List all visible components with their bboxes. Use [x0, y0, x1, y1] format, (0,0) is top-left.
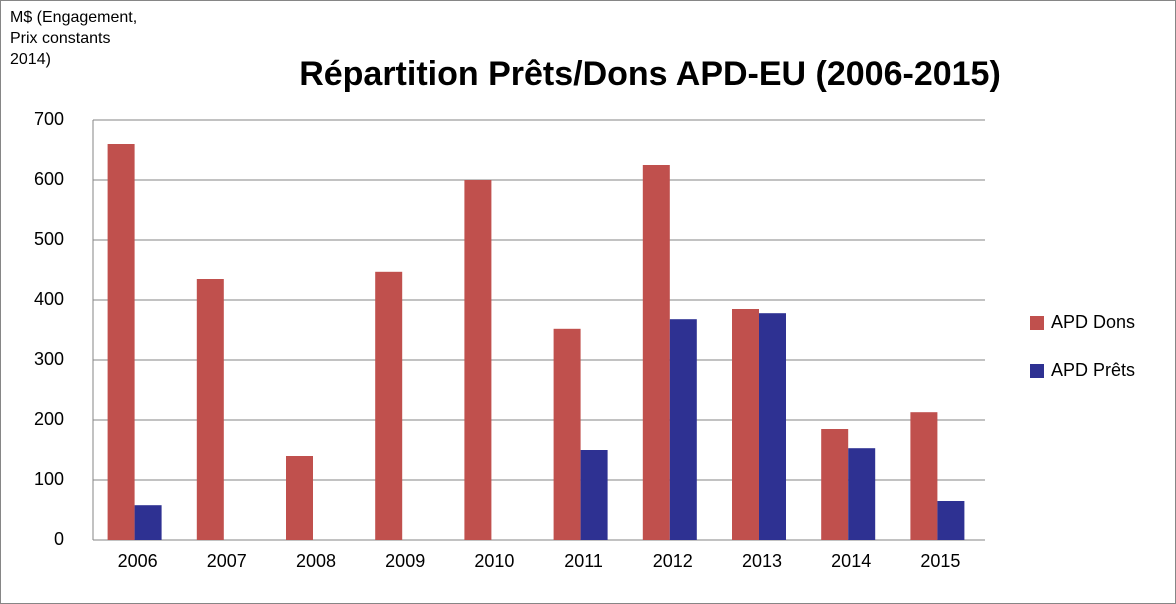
x-tick-label: 2013: [742, 551, 782, 571]
y-axis-label: M$ (Engagement,: [10, 9, 137, 26]
bar: [732, 309, 759, 540]
x-tick-label: 2006: [118, 551, 158, 571]
x-tick-label: 2015: [920, 551, 960, 571]
bar: [286, 456, 313, 540]
bar: [553, 328, 581, 540]
legend-label: APD Dons: [1051, 312, 1135, 332]
y-tick-label: 200: [34, 409, 64, 429]
y-tick-label: 100: [34, 469, 64, 489]
x-tick-label: 2008: [296, 551, 336, 571]
y-tick-label: 400: [34, 289, 64, 309]
bar: [196, 279, 224, 540]
x-tick-label: 2007: [207, 551, 247, 571]
y-axis-label: Prix constants: [10, 30, 110, 47]
x-tick-label: 2012: [653, 551, 693, 571]
legend-swatch: [1030, 364, 1044, 378]
x-tick-label: 2010: [474, 551, 514, 571]
bar: [642, 165, 670, 540]
y-tick-label: 700: [34, 109, 64, 129]
bar: [375, 271, 403, 540]
y-tick-label: 600: [34, 169, 64, 189]
x-tick-label: 2009: [385, 551, 425, 571]
x-tick-label: 2011: [564, 551, 603, 571]
chart-title: Répartition Prêts/Dons APD-EU (2006-2015…: [299, 55, 1001, 93]
bar: [848, 448, 876, 540]
bar: [937, 501, 965, 540]
y-tick-label: 500: [34, 229, 64, 249]
y-tick-label: 300: [34, 349, 64, 369]
bar: [464, 180, 492, 540]
bar: [107, 144, 135, 540]
legend-swatch: [1030, 316, 1044, 330]
legend-label: APD Prêts: [1051, 360, 1135, 380]
bar: [821, 429, 849, 540]
y-tick-label: 0: [54, 529, 64, 549]
bar: [580, 450, 608, 540]
bar: [669, 319, 697, 540]
bar: [910, 412, 938, 540]
y-axis-label: 2014): [10, 51, 51, 68]
bar: [134, 505, 162, 540]
x-tick-label: 2014: [831, 551, 871, 571]
bar: [759, 313, 786, 540]
